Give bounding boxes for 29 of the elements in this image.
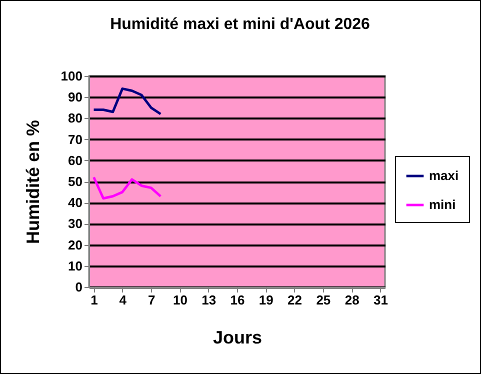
x-tick-label: 28 (344, 292, 360, 308)
y-tick-label: 80 (68, 110, 82, 126)
y-tick-label: 40 (68, 195, 82, 210)
y-tick-label: 50 (68, 174, 82, 189)
x-tick-label: 1 (90, 292, 98, 308)
legend-label: maxi (429, 168, 459, 183)
y-tick-label: 20 (68, 237, 82, 252)
y-tick-label: 0 (75, 280, 82, 294)
chart-title: Humidité maxi et mini d'Aout 2026 (110, 16, 370, 33)
x-axis-title: Jours (212, 328, 262, 348)
legend-label: mini (429, 197, 456, 212)
y-tick-label: 90 (68, 90, 82, 105)
x-tick-label: 25 (316, 292, 331, 308)
x-tick-label: 10 (172, 292, 188, 308)
x-tick-label: 19 (258, 292, 274, 308)
x-tick-label: 13 (202, 292, 216, 308)
line-series (92, 176, 162, 200)
x-tick-label: 4 (119, 292, 128, 308)
y-tick-label: 100 (60, 68, 82, 84)
x-tick-label: 22 (288, 292, 302, 308)
y-tick-label: 60 (68, 152, 82, 168)
y-tick-label: 70 (68, 132, 82, 147)
y-tick-label: 30 (68, 216, 82, 232)
line-series (92, 87, 162, 116)
x-tick-label: 16 (230, 292, 245, 308)
x-tick-label: 31 (373, 292, 388, 308)
x-tick-label: 7 (148, 292, 156, 308)
y-tick-label: 10 (68, 258, 82, 274)
y-axis-title: Humidité en % (22, 120, 43, 244)
